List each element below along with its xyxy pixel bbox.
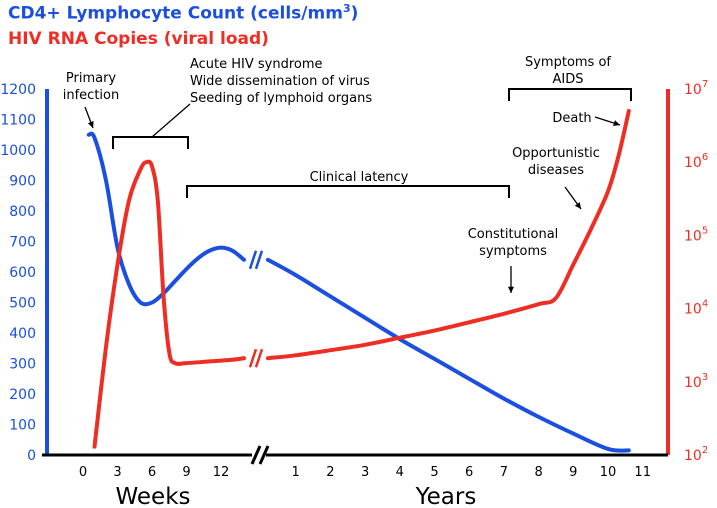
left-tick-label: 600 (9, 265, 36, 281)
x-tick-label-year: 9 (569, 465, 577, 480)
annotation-constitutional-symptoms: Constitutional (468, 227, 559, 242)
rna-line-weeks (92, 159, 246, 449)
x-tick-label-year: 3 (361, 465, 369, 480)
legend-cd4-title: CD4+ Lymphocyte Count (cells/mm3) (8, 2, 358, 24)
x-tick-label-year: 11 (634, 465, 651, 480)
x-tick-label-year: 8 (534, 465, 542, 480)
annotation-acute-hiv: Wide dissemination of virus (190, 74, 370, 89)
annotation-opportunistic-diseases: diseases (528, 163, 584, 178)
left-axis: 0 100 200 300 400 500 600 700 800 900 1000 1100 1200 (0, 82, 49, 464)
cd4-line-break-mark (248, 250, 258, 270)
left-tick-label: 700 (9, 235, 36, 251)
x-tick-label-year: 7 (500, 465, 508, 480)
annotation-opportunistic-diseases: Opportunistic (512, 146, 600, 161)
left-tick-label: 1200 (0, 82, 36, 98)
x-tick-label-year: 4 (396, 465, 404, 480)
annotation-acute-hiv: Acute HIV syndrome (190, 57, 323, 72)
annotation-clinical-latency: Clinical latency (310, 170, 409, 185)
right-tick-label: 106 (684, 152, 708, 171)
right-tick-exponent: 2 (702, 445, 708, 456)
left-tick-label: 200 (9, 387, 36, 403)
left-tick-label: 900 (9, 174, 36, 190)
right-tick-exponent: 5 (702, 225, 708, 236)
connector-acute (151, 103, 191, 138)
right-tick-base: 10 (684, 302, 702, 318)
cd4-line-years (265, 257, 631, 453)
right-tick-base: 10 (684, 228, 702, 244)
right-tick-label: 103 (684, 372, 708, 391)
annotation-death: Death (552, 111, 591, 126)
x-tick-label-year: 2 (326, 465, 334, 480)
right-tick-base: 10 (684, 82, 702, 98)
right-tick-exponent: 4 (702, 299, 708, 310)
left-tick-label: 1000 (0, 143, 36, 159)
legend-cd4-close: ) (350, 3, 359, 24)
right-tick-base: 10 (684, 448, 702, 464)
x-tick-label-week: 3 (113, 465, 121, 480)
left-tick-label: 0 (27, 448, 36, 464)
left-tick-label: 100 (9, 418, 36, 434)
x-tick-label-year: 6 (465, 465, 473, 480)
left-tick-label: 800 (9, 204, 36, 220)
right-tick-base: 10 (684, 375, 702, 391)
legend-cd4-text: CD4+ Lymphocyte Count (cells/mm (8, 3, 343, 24)
right-tick-label: 107 (684, 79, 708, 98)
x-axis-label-years: Years (415, 484, 477, 508)
legend-cd4-sup: 3 (342, 2, 351, 15)
x-tick-label-week: 9 (182, 465, 190, 480)
x-tick-label-week: 6 (148, 465, 156, 480)
right-tick-base: 10 (684, 155, 702, 171)
x-axis-break-mark (250, 445, 262, 465)
annotation-primary-infection: infection (63, 88, 119, 103)
bracket-acute (112, 136, 189, 149)
right-tick-label: 102 (684, 445, 708, 464)
arrow-constitutional-head (507, 286, 515, 293)
left-tick-label: 300 (9, 357, 36, 373)
rna-line-break-mark (254, 348, 264, 368)
x-tick-label-year: 1 (292, 465, 300, 480)
legend-rna-title: HIV RNA Copies (viral load) (8, 29, 269, 49)
arrow-death-head (613, 120, 620, 126)
x-tick-label-week: 0 (79, 465, 87, 480)
right-tick-exponent: 3 (702, 372, 708, 383)
rna-line-years (265, 109, 631, 361)
left-tick-label: 500 (9, 296, 36, 312)
x-tick-label-week: 12 (213, 465, 230, 480)
right-tick-label: 105 (684, 225, 708, 244)
bracket-symptoms-aids (508, 88, 632, 101)
cd4-line-weeks (86, 131, 246, 307)
left-tick-label: 400 (9, 326, 36, 342)
x-axis-label-weeks: Weeks (116, 484, 191, 508)
rna-line-break-mark (248, 348, 258, 368)
right-tick-exponent: 6 (702, 152, 708, 163)
left-tick-label: 1100 (0, 113, 36, 129)
annotation-constitutional-symptoms: symptoms (479, 244, 547, 259)
right-tick-exponent: 7 (702, 79, 708, 90)
cd4-line-break-mark (254, 250, 264, 270)
x-axis-break-mark (258, 445, 270, 465)
annotation-acute-hiv: Seeding of lymphoid organs (190, 91, 372, 106)
right-tick-label: 104 (684, 299, 708, 318)
x-tick-label-year: 10 (600, 465, 617, 480)
annotation-symptoms-aids: Symptoms of (525, 55, 611, 70)
annotation-symptoms-aids: AIDS (553, 72, 584, 87)
annotation-primary-infection: Primary (66, 71, 117, 86)
annotations: Primary infection Acute HIV syndrome Wide d… (63, 55, 632, 293)
series-layer (86, 109, 631, 453)
x-tick-label-year: 5 (430, 465, 438, 480)
arrow-opportunistic-head (574, 202, 581, 209)
bracket-clinical-latency (186, 185, 510, 198)
arrow-primary-infection-head (87, 121, 94, 128)
